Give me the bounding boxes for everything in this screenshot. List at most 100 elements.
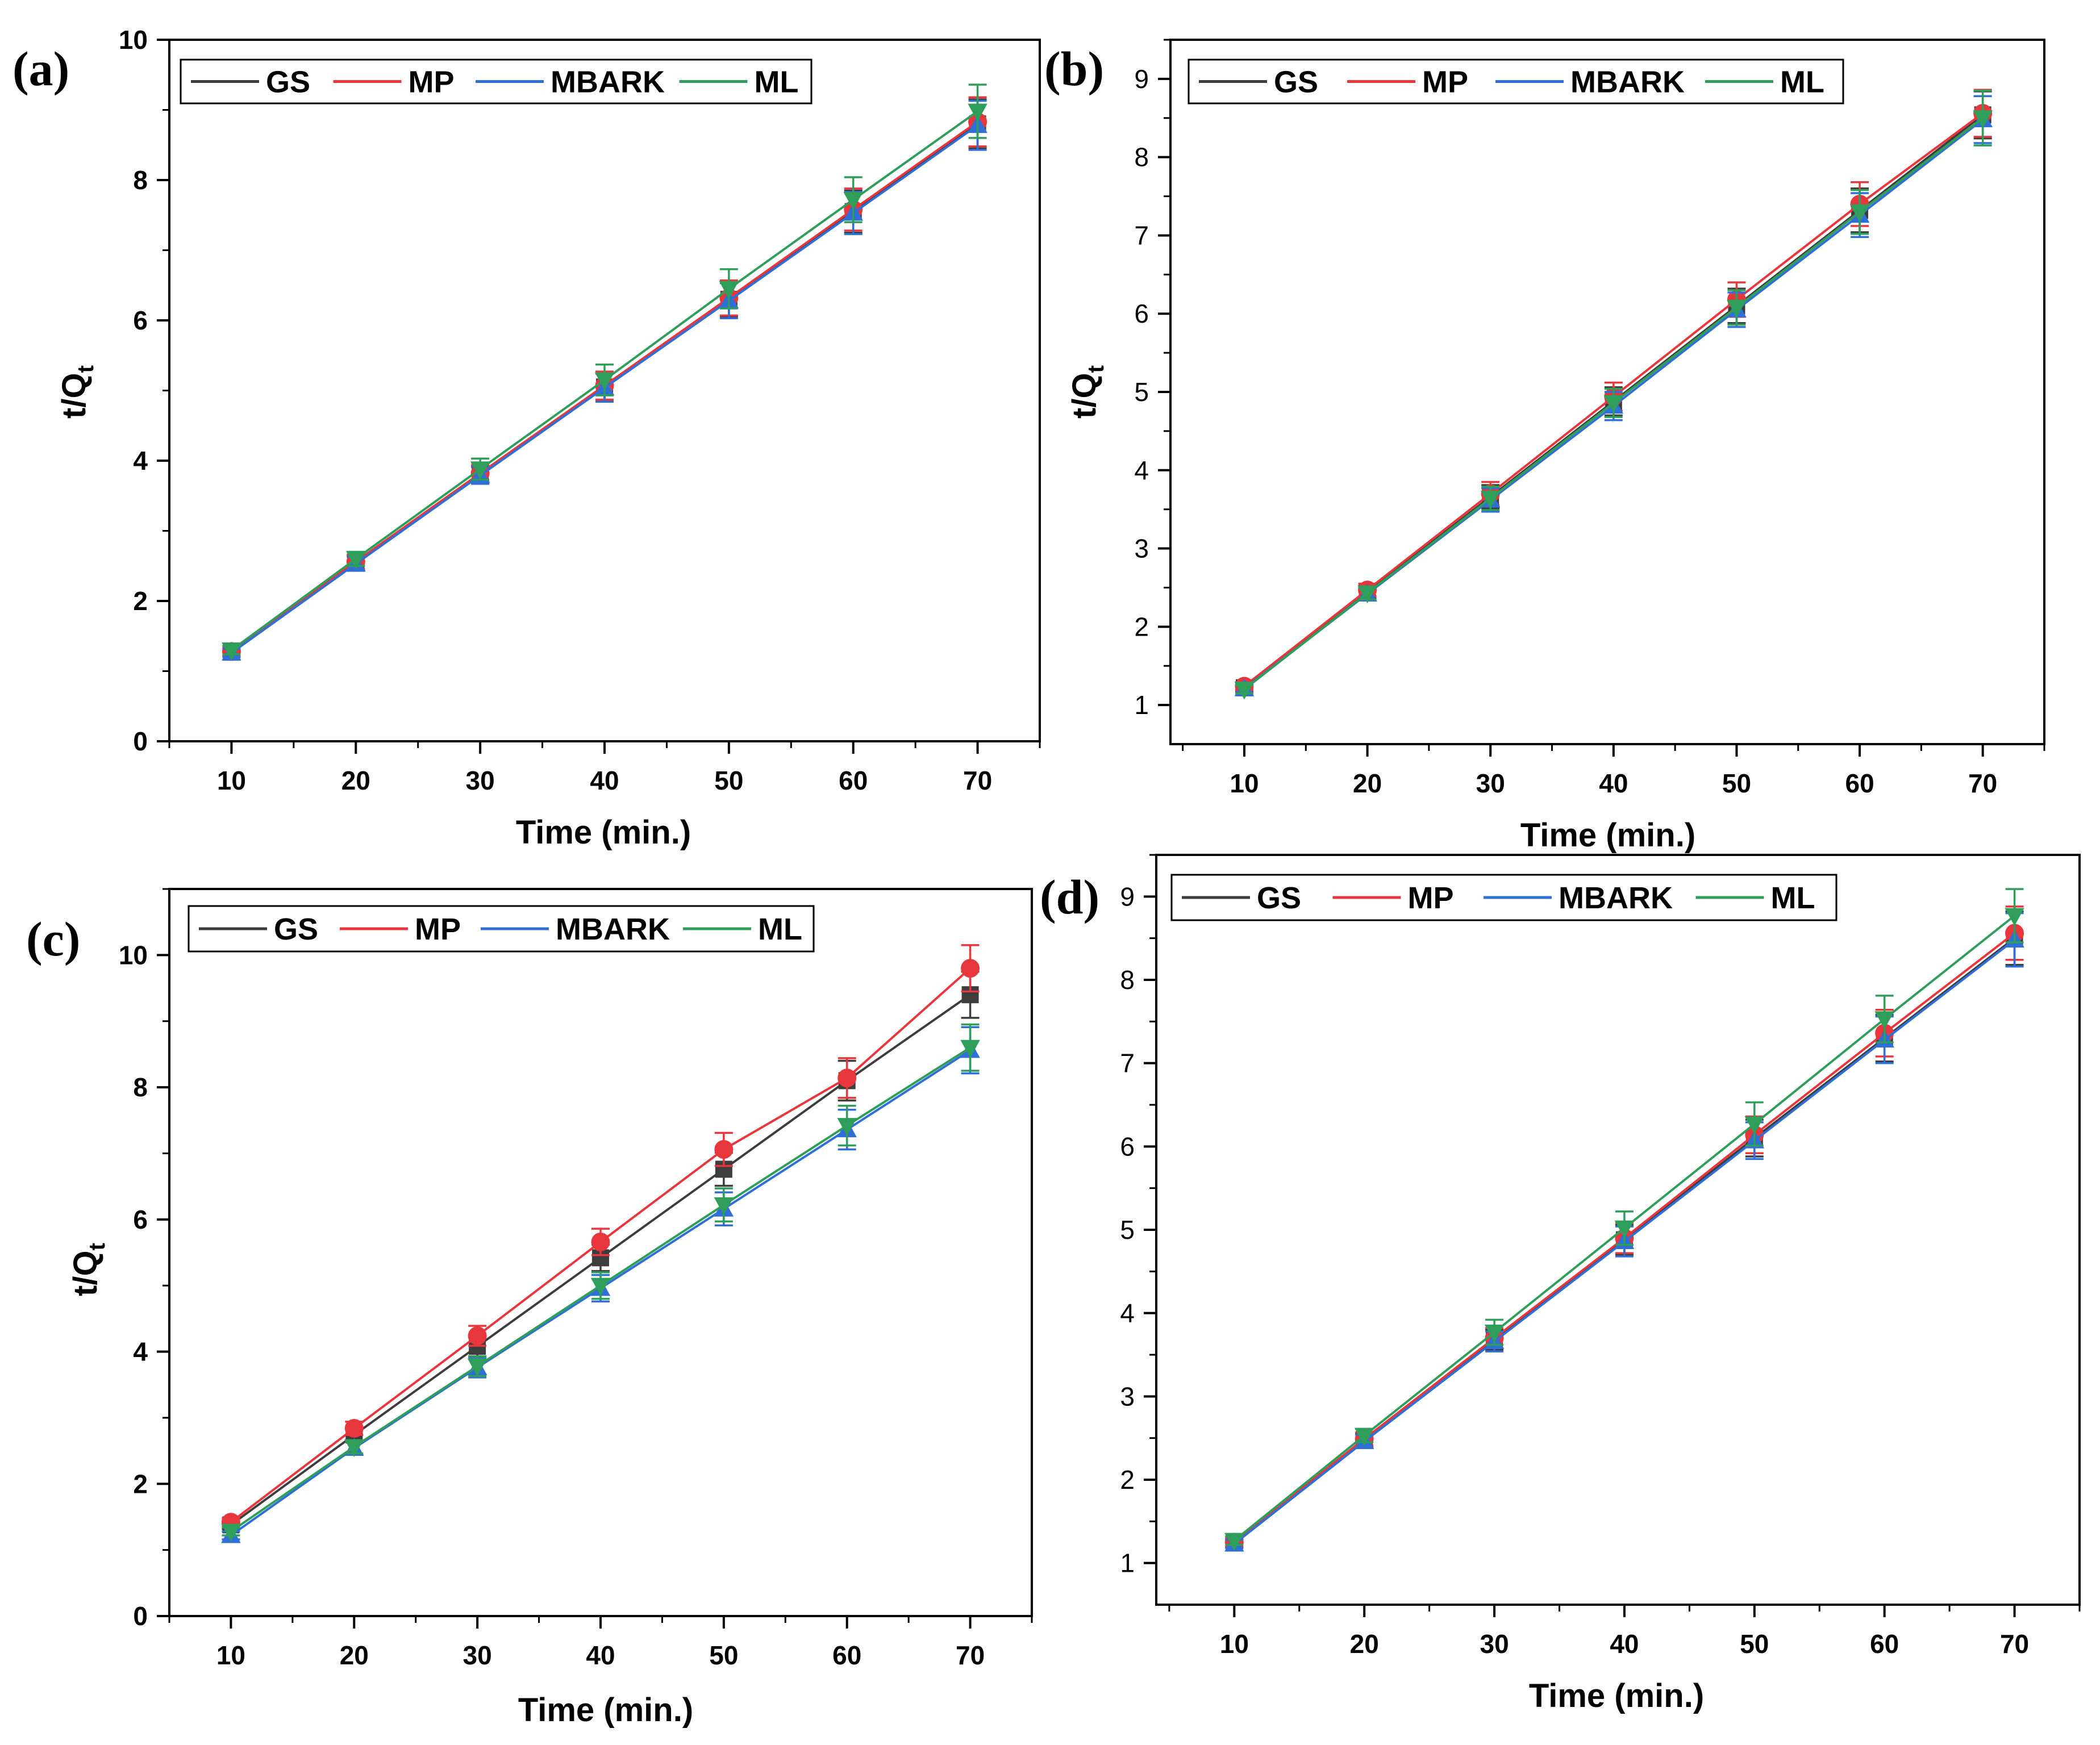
- x-tick-label: 60: [832, 1640, 861, 1670]
- chart-panel-1: (a) 10 20 30 40 50 60 70 0 2 4 6 8 10 Time (min.) t/Qt G…: [13, 25, 1041, 851]
- y-axis-label-main: t/Q: [1066, 373, 1103, 419]
- series-ml: [222, 84, 988, 661]
- y-axis-label-subscript: t: [1084, 365, 1109, 373]
- x-tick-label: 60: [1845, 769, 1874, 798]
- data-point-mp: [344, 1419, 364, 1438]
- y-tick-label: 2: [133, 586, 148, 616]
- x-tick-label: 10: [217, 766, 246, 795]
- data-point-mp: [714, 1139, 734, 1159]
- x-axis-label: Time (min.): [1529, 1677, 1704, 1714]
- y-tick-label: 8: [133, 1072, 148, 1102]
- legend-label-mp: MP: [1408, 881, 1454, 915]
- y-tick-label: 9: [1120, 882, 1135, 911]
- x-axis-label: Time (min.): [1520, 817, 1695, 854]
- data-point-ml: [594, 372, 615, 390]
- x-tick-label: 70: [1968, 769, 1997, 798]
- data-point-ml: [1973, 110, 1993, 128]
- series-ml: [221, 1023, 980, 1542]
- legend-label-gs: GS: [1274, 65, 1318, 99]
- x-tick-label: 30: [463, 1640, 492, 1670]
- x-axis-label: Time (min.): [516, 814, 691, 851]
- panel-label: (a): [13, 41, 69, 96]
- x-tick-label: 30: [1480, 1629, 1509, 1659]
- y-axis-label-subscript: t: [85, 1243, 110, 1250]
- legend-label-gs: GS: [1257, 881, 1301, 915]
- data-point-ml: [1354, 1427, 1374, 1446]
- x-tick-label: 40: [590, 766, 619, 795]
- legend-label-mbark: MBARK: [1570, 65, 1685, 99]
- series-mp: [221, 944, 980, 1532]
- data-point-ml: [1603, 395, 1624, 414]
- y-tick-label: 5: [1120, 1215, 1135, 1245]
- x-tick-label: 70: [2000, 1629, 2029, 1659]
- y-tick-label: 8: [133, 165, 148, 195]
- x-tick-label: 70: [963, 766, 992, 795]
- y-tick-label: 7: [1134, 220, 1149, 250]
- y-axis-label-main: t/Q: [56, 373, 93, 419]
- legend-label-gs: GS: [266, 65, 310, 99]
- data-point-mp: [468, 1326, 487, 1346]
- data-point-ml: [968, 103, 988, 122]
- legend-label-ml: ML: [1780, 65, 1824, 99]
- data-point-ml: [960, 1040, 980, 1058]
- data-point-ml: [1874, 1011, 1894, 1029]
- data-point-ml: [222, 642, 241, 661]
- data-point-ml: [221, 1523, 241, 1542]
- y-tick-label: 6: [1120, 1132, 1135, 1161]
- y-tick-label: 9: [1134, 64, 1149, 94]
- y-tick-label: 4: [133, 446, 148, 475]
- data-point-ml: [470, 461, 490, 479]
- y-tick-label: 2: [133, 1469, 148, 1498]
- y-axis-label-main: t/Q: [67, 1250, 104, 1296]
- data-point-ml: [1357, 585, 1377, 604]
- y-tick-label: 4: [133, 1337, 148, 1367]
- legend: GS MP MBARK ML: [1170, 874, 1838, 921]
- y-tick-label: 0: [133, 1601, 148, 1631]
- chart-panel-4: (d) 10 20 30 40 50 60 70 1 2 3 4 5 6 7 8 9 Time (min.) GS M…: [1040, 854, 2081, 1714]
- y-tick-label: 6: [1134, 299, 1149, 328]
- y-axis-label: t/Qt: [67, 1243, 110, 1296]
- legend-label-mp: MP: [415, 912, 461, 946]
- data-point-ml: [837, 1118, 857, 1136]
- data-point-ml: [1614, 1220, 1635, 1239]
- data-point-ml: [346, 551, 366, 569]
- x-tick-label: 50: [1740, 1629, 1769, 1659]
- legend-label-mbark: MBARK: [551, 65, 665, 99]
- data-point-ml: [467, 1358, 488, 1377]
- y-tick-label: 6: [133, 1205, 148, 1234]
- chart-panel-3: (c) 10 20 30 40 50 60 70 0 2 4 6 8 10 Time (min.) t/Qt G…: [26, 888, 1033, 1729]
- data-point-mp: [838, 1068, 857, 1088]
- y-tick-label: 10: [119, 940, 148, 970]
- y-axis-label-subscript: t: [73, 365, 98, 373]
- y-tick-label: 10: [119, 25, 148, 55]
- data-point-ml: [1234, 682, 1255, 700]
- legend-label-mbark: MBARK: [556, 912, 670, 946]
- data-point-ml: [1744, 1116, 1765, 1134]
- y-tick-label: 8: [1120, 965, 1135, 995]
- data-point-ml: [1224, 1533, 1244, 1551]
- y-tick-label: 4: [1120, 1299, 1135, 1328]
- y-tick-label: 2: [1134, 612, 1149, 641]
- y-tick-label: 2: [1120, 1465, 1135, 1494]
- x-tick-label: 10: [216, 1640, 245, 1670]
- x-tick-label: 20: [340, 1640, 369, 1670]
- legend-label-mp: MP: [409, 65, 455, 99]
- data-point-ml: [2005, 908, 2024, 926]
- y-tick-label: 4: [1134, 456, 1149, 485]
- legend: GS MP MBARK ML: [1188, 59, 1844, 105]
- data-point-ml: [714, 1197, 734, 1216]
- y-axis-label: t/Qt: [56, 365, 98, 419]
- panel-label: (c): [26, 912, 80, 966]
- legend-label-ml: ML: [1771, 881, 1815, 915]
- y-tick-label: 5: [1134, 377, 1149, 407]
- x-tick-label: 40: [1610, 1629, 1639, 1659]
- x-axis-label: Time (min.): [518, 1692, 693, 1729]
- legend-label-ml: ML: [755, 65, 799, 99]
- data-point-ml: [1727, 299, 1747, 318]
- data-point-mp: [591, 1232, 610, 1251]
- x-tick-label: 20: [341, 766, 370, 795]
- x-tick-label: 40: [586, 1640, 615, 1670]
- legend-label-ml: ML: [758, 912, 802, 946]
- panel-label: (b): [1044, 41, 1104, 96]
- y-tick-label: 1: [1120, 1548, 1135, 1578]
